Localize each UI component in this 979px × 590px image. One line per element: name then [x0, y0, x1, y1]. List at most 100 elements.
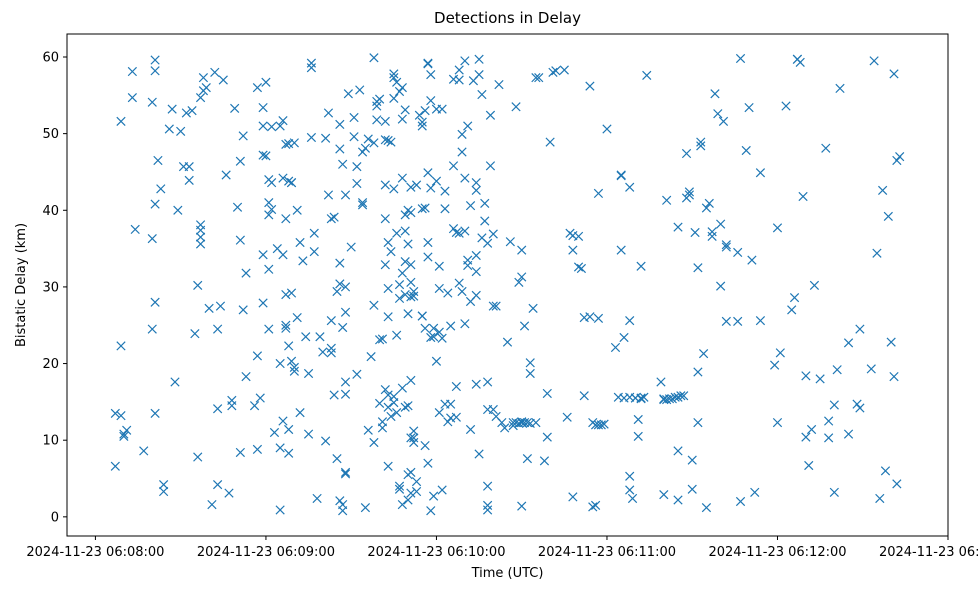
- data-point: [210, 67, 220, 77]
- data-point: [684, 190, 695, 200]
- data-point: [397, 173, 407, 183]
- data-point: [636, 261, 646, 271]
- data-point: [281, 323, 291, 333]
- x-tick-label: 2024-11-23 06:12:00: [708, 545, 846, 560]
- data-point: [656, 377, 666, 387]
- data-point: [406, 375, 416, 386]
- data-point: [349, 112, 359, 123]
- data-point: [701, 203, 712, 213]
- data-point: [409, 426, 419, 436]
- data-point: [735, 496, 746, 507]
- data-point: [383, 312, 393, 322]
- data-point: [460, 56, 470, 66]
- data-point: [139, 446, 149, 456]
- data-point: [193, 280, 203, 291]
- data-point: [275, 121, 285, 131]
- chart-title: Detections in Delay: [434, 9, 581, 27]
- data-point: [303, 368, 314, 379]
- data-point: [411, 180, 422, 190]
- data-point: [599, 419, 609, 429]
- data-point: [176, 126, 186, 136]
- data-point: [835, 83, 845, 94]
- data-point: [633, 431, 643, 441]
- data-point: [320, 436, 331, 446]
- data-point: [312, 493, 322, 504]
- plot-border: [66, 33, 949, 537]
- data-point: [195, 239, 206, 249]
- data-point: [315, 332, 325, 342]
- data-point: [284, 424, 294, 435]
- data-point: [190, 329, 200, 339]
- data-point: [406, 467, 416, 478]
- data-point: [747, 255, 757, 265]
- data-point: [789, 293, 800, 303]
- y-tick-label: 20: [42, 357, 59, 372]
- data-point: [372, 101, 382, 111]
- data-point: [434, 407, 444, 418]
- data-point: [673, 222, 683, 232]
- data-point: [525, 358, 535, 368]
- data-point: [693, 263, 703, 273]
- x-axis-ticks: 2024-11-23 06:08:00 2024-11-23 06:09:00 20…: [26, 536, 979, 560]
- data-point: [474, 54, 484, 64]
- data-point: [423, 59, 433, 69]
- data-point: [491, 301, 501, 311]
- data-point: [383, 135, 393, 146]
- data-point: [289, 362, 299, 373]
- data-point: [403, 239, 413, 249]
- data-point: [156, 184, 166, 194]
- data-point: [369, 138, 379, 148]
- data-point: [829, 487, 839, 497]
- data-point: [221, 170, 231, 180]
- data-point: [383, 402, 393, 412]
- data-point: [369, 53, 379, 63]
- data-point: [500, 423, 510, 433]
- data-point: [258, 150, 268, 160]
- data-point: [252, 83, 263, 93]
- x-tick-label: 2024-11-23 06:09:00: [197, 545, 335, 560]
- data-point: [539, 456, 550, 466]
- data-point: [809, 280, 820, 291]
- data-point: [258, 102, 268, 113]
- data-point: [701, 503, 712, 513]
- data-point: [116, 341, 126, 351]
- data-point: [218, 75, 228, 85]
- data-point: [383, 237, 393, 248]
- y-tick-label: 10: [42, 434, 59, 449]
- data-point: [482, 377, 493, 387]
- data-point: [707, 231, 717, 241]
- data-point: [454, 65, 464, 75]
- data-point: [721, 242, 731, 252]
- data-point: [693, 367, 703, 377]
- data-point: [357, 200, 368, 210]
- data-point: [488, 229, 498, 239]
- data-point: [420, 440, 430, 451]
- data-point: [392, 407, 402, 418]
- data-point: [264, 324, 274, 334]
- plot-area: [67, 34, 948, 536]
- data-point: [460, 173, 470, 183]
- data-point: [431, 176, 442, 186]
- data-point: [471, 250, 481, 261]
- data-point: [212, 480, 223, 490]
- data-point: [332, 286, 342, 297]
- data-point: [522, 417, 533, 428]
- data-point: [664, 394, 675, 404]
- data-point: [488, 404, 498, 415]
- data-point: [329, 390, 339, 400]
- data-point: [585, 312, 595, 322]
- y-axis-label: Bistatic Delay (km): [14, 223, 29, 347]
- data-point: [326, 343, 336, 353]
- data-point: [733, 247, 743, 258]
- data-point: [340, 469, 351, 479]
- data-point: [417, 204, 427, 214]
- data-point: [164, 124, 174, 134]
- data-point: [616, 171, 626, 181]
- data-point: [212, 324, 223, 334]
- data-point: [147, 234, 157, 244]
- data-point: [426, 69, 436, 80]
- data-point: [289, 366, 299, 376]
- data-point: [895, 152, 905, 162]
- data-point: [437, 333, 447, 343]
- data-point: [292, 205, 302, 215]
